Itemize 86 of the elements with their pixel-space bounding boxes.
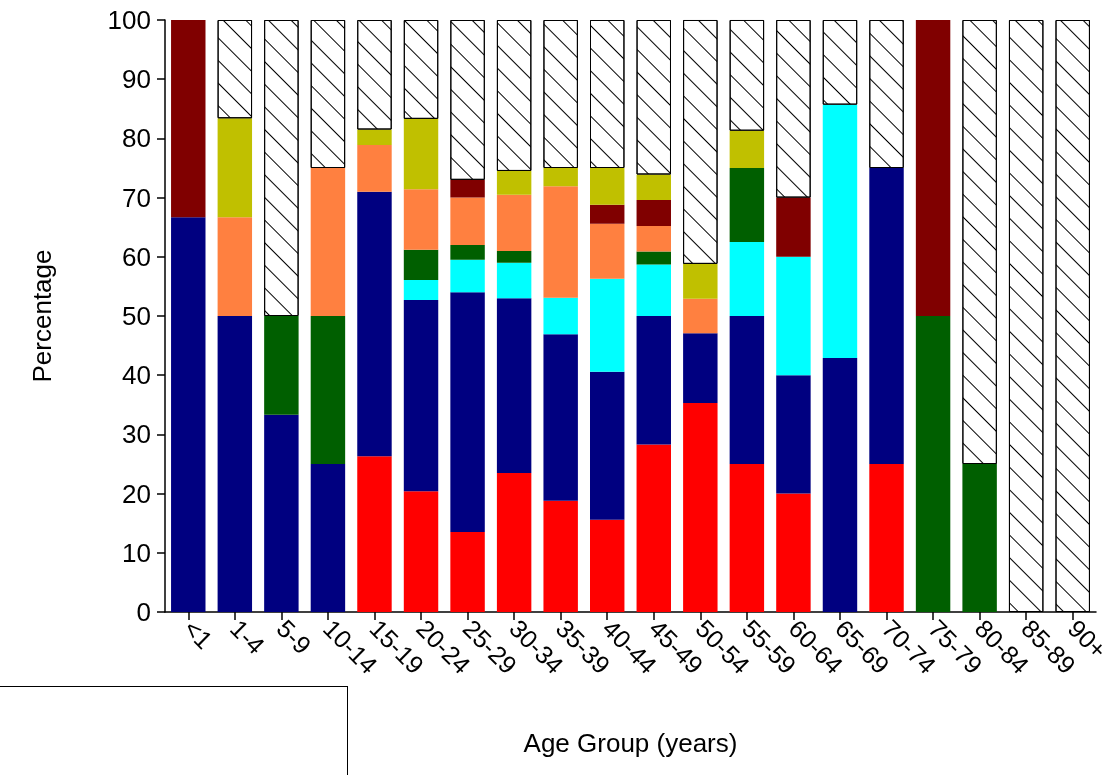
bar [776, 197, 811, 257]
bar [264, 316, 299, 415]
bar [822, 104, 858, 359]
bar [450, 197, 485, 245]
bar [450, 532, 485, 612]
bar [729, 168, 765, 242]
bar [962, 464, 997, 612]
y-tick-label: 70 [122, 182, 151, 213]
y-axis-title: Percentage [27, 249, 57, 383]
bar [450, 259, 485, 293]
y-tick-label: 10 [122, 537, 151, 568]
bar [636, 444, 671, 612]
bar [543, 168, 578, 187]
y-tick-label: 20 [122, 478, 151, 509]
y-tick-label: 90 [122, 64, 151, 95]
y-tick-label: 40 [122, 360, 151, 391]
bar [357, 144, 392, 192]
bar [683, 263, 718, 299]
bar [636, 264, 671, 316]
bar [543, 500, 578, 612]
bar [729, 464, 765, 612]
bar [450, 292, 485, 533]
bar [869, 464, 904, 612]
bar [869, 168, 904, 464]
bar [543, 186, 578, 298]
bar [636, 199, 671, 227]
bar [590, 204, 625, 224]
bar [357, 129, 392, 145]
bar [683, 298, 718, 334]
bar [636, 316, 671, 445]
bar [822, 358, 858, 612]
bar [357, 191, 392, 457]
bar [496, 298, 532, 473]
bar [217, 217, 253, 316]
bar [590, 168, 625, 205]
bar [217, 118, 253, 218]
y-tick-label: 100 [107, 5, 151, 35]
x-tick-label: 5-9 [271, 614, 317, 660]
bar [729, 316, 765, 464]
bar [403, 249, 439, 280]
bar [683, 333, 718, 404]
bar [496, 262, 532, 299]
bar [310, 168, 346, 316]
bar [496, 250, 532, 263]
bar [729, 130, 765, 168]
bar [450, 244, 485, 260]
bar [729, 242, 765, 316]
bar [636, 251, 671, 265]
bar [264, 414, 299, 612]
y-tick-label: 80 [122, 123, 151, 154]
bar [403, 300, 439, 492]
x-tick-label: 1-4 [224, 614, 271, 660]
bar [496, 472, 532, 612]
y-tick-label: 0 [136, 597, 151, 627]
bar [636, 226, 671, 252]
bar [310, 316, 346, 464]
x-tick-label: <1 [178, 614, 219, 655]
bar [636, 174, 671, 200]
x-axis-title: Age Group (years) [523, 728, 738, 758]
bar [496, 170, 532, 195]
bar [496, 194, 532, 251]
bar [450, 179, 485, 198]
bar [590, 278, 625, 372]
bar [590, 223, 625, 279]
y-tick-label: 50 [122, 301, 151, 331]
bar [543, 297, 578, 335]
bar [776, 375, 811, 494]
bar [403, 491, 439, 612]
bar [403, 279, 439, 301]
bar [357, 456, 392, 612]
bar [776, 256, 811, 376]
bar [915, 316, 951, 612]
y-tick-label: 60 [122, 241, 151, 272]
bar [171, 217, 206, 612]
bar [171, 20, 206, 218]
bar [403, 118, 439, 190]
bar [683, 403, 718, 612]
bar [543, 334, 578, 501]
bar [217, 316, 253, 612]
bar [403, 189, 439, 250]
bar [776, 493, 811, 612]
y-tick-label: 30 [122, 419, 151, 450]
bar [310, 464, 346, 612]
bar [915, 20, 951, 316]
bar [590, 371, 625, 520]
bar [590, 519, 625, 612]
